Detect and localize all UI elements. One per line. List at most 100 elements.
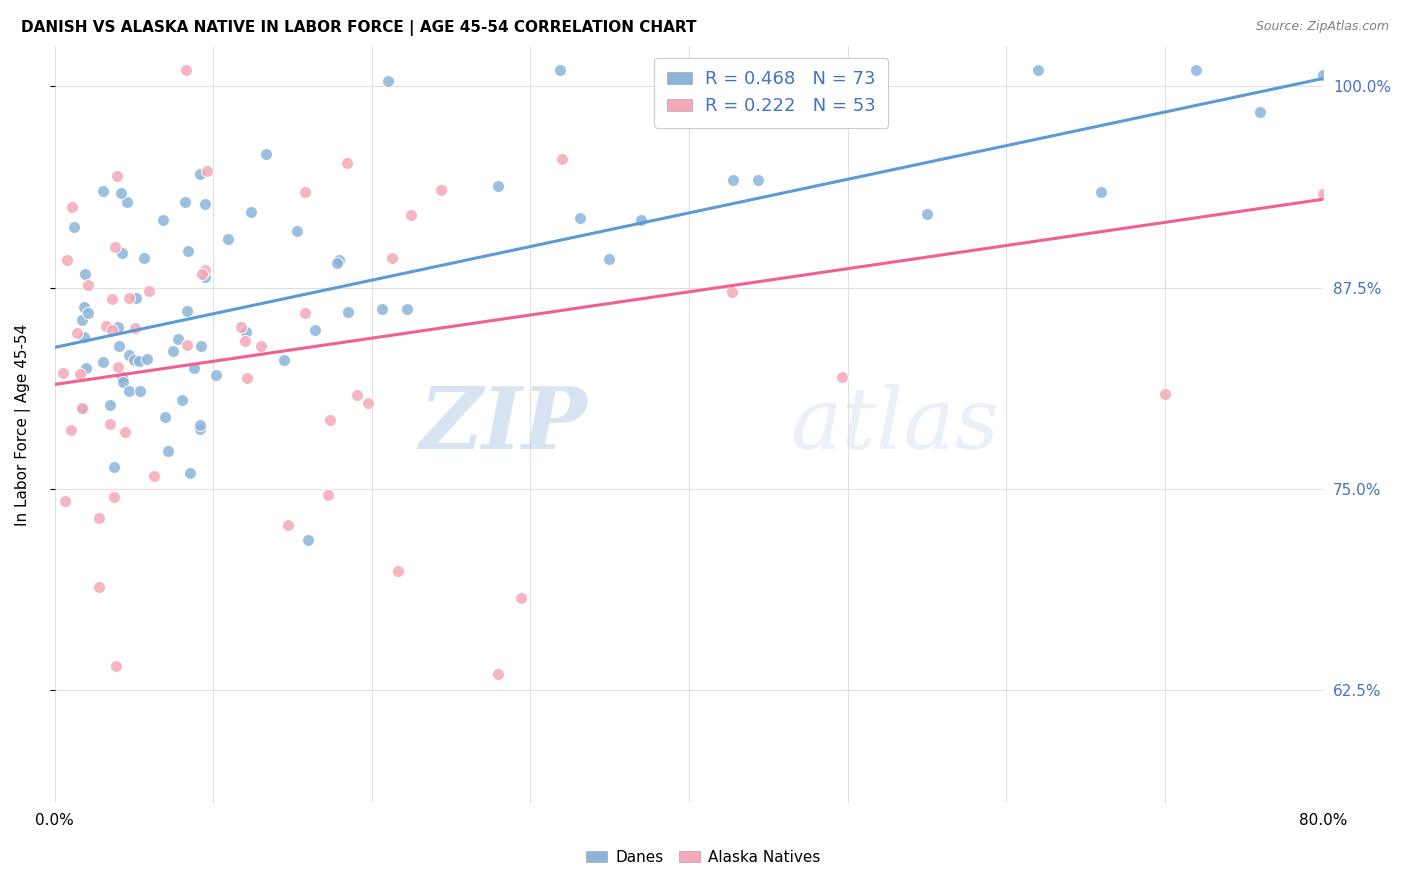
Point <box>101 293 124 307</box>
Point <box>548 63 571 78</box>
Point <box>1312 187 1334 202</box>
Point <box>235 325 257 339</box>
Point <box>172 392 194 407</box>
Point <box>52 366 75 380</box>
Point <box>122 353 145 368</box>
Point <box>63 220 86 235</box>
Point <box>128 354 150 368</box>
Point <box>98 417 121 432</box>
Point <box>138 284 160 298</box>
Point <box>720 285 742 300</box>
Point <box>294 186 316 200</box>
Point <box>190 167 212 181</box>
Point <box>87 580 110 594</box>
Point <box>176 63 198 78</box>
Point <box>401 208 423 222</box>
Point <box>115 195 138 210</box>
Point <box>1153 386 1175 401</box>
Point <box>111 375 134 389</box>
Point <box>249 339 271 353</box>
Point <box>273 352 295 367</box>
Point <box>1375 63 1398 78</box>
Point <box>297 533 319 547</box>
Point <box>89 511 111 525</box>
Point <box>118 348 141 362</box>
Point <box>124 291 146 305</box>
Point <box>371 302 394 317</box>
Point <box>69 367 91 381</box>
Point <box>162 344 184 359</box>
Point <box>155 409 177 424</box>
Point <box>73 330 96 344</box>
Point <box>91 184 114 198</box>
Point <box>77 306 100 320</box>
Point <box>77 278 100 293</box>
Legend: R = 0.468   N = 73, R = 0.222   N = 53: R = 0.468 N = 73, R = 0.222 N = 53 <box>654 58 889 128</box>
Point <box>100 398 122 412</box>
Point <box>831 370 853 384</box>
Point <box>134 251 156 265</box>
Point <box>111 369 134 384</box>
Point <box>70 313 93 327</box>
Legend: Danes, Alaska Natives: Danes, Alaska Natives <box>579 844 827 871</box>
Point <box>217 232 239 246</box>
Point <box>254 146 277 161</box>
Point <box>152 212 174 227</box>
Y-axis label: In Labor Force | Age 45-54: In Labor Force | Age 45-54 <box>15 324 31 526</box>
Point <box>630 213 652 227</box>
Point <box>157 443 180 458</box>
Point <box>236 370 259 384</box>
Point <box>107 360 129 375</box>
Point <box>142 469 165 483</box>
Point <box>336 156 359 170</box>
Point <box>319 413 342 427</box>
Point <box>1026 63 1049 78</box>
Point <box>129 384 152 399</box>
Point <box>229 319 252 334</box>
Point <box>107 320 129 334</box>
Point <box>190 339 212 353</box>
Point <box>747 173 769 187</box>
Point <box>191 267 214 281</box>
Point <box>190 418 212 433</box>
Point <box>135 351 157 366</box>
Point <box>114 425 136 440</box>
Point <box>91 355 114 369</box>
Point <box>105 169 128 183</box>
Point <box>568 211 591 225</box>
Point <box>75 267 97 281</box>
Point <box>110 186 132 200</box>
Point <box>118 384 141 399</box>
Point <box>195 163 218 178</box>
Point <box>1249 105 1271 120</box>
Point <box>336 305 359 319</box>
Point <box>486 667 509 681</box>
Point <box>915 207 938 221</box>
Point <box>62 200 84 214</box>
Point <box>486 178 509 193</box>
Point <box>294 306 316 320</box>
Point <box>179 466 201 480</box>
Point <box>105 659 128 673</box>
Text: atlas: atlas <box>790 384 1000 466</box>
Point <box>304 323 326 337</box>
Point <box>104 240 127 254</box>
Point <box>194 196 217 211</box>
Point <box>1312 68 1334 82</box>
Point <box>70 402 93 417</box>
Point <box>176 338 198 352</box>
Point <box>166 332 188 346</box>
Point <box>1090 185 1112 199</box>
Point <box>124 321 146 335</box>
Point <box>551 153 574 167</box>
Point <box>377 73 399 87</box>
Point <box>194 262 217 277</box>
Point <box>325 256 347 270</box>
Point <box>108 338 131 352</box>
Point <box>357 396 380 410</box>
Point <box>429 183 451 197</box>
Point <box>277 518 299 533</box>
Point <box>75 360 97 375</box>
Point <box>316 487 339 501</box>
Point <box>1185 63 1208 78</box>
